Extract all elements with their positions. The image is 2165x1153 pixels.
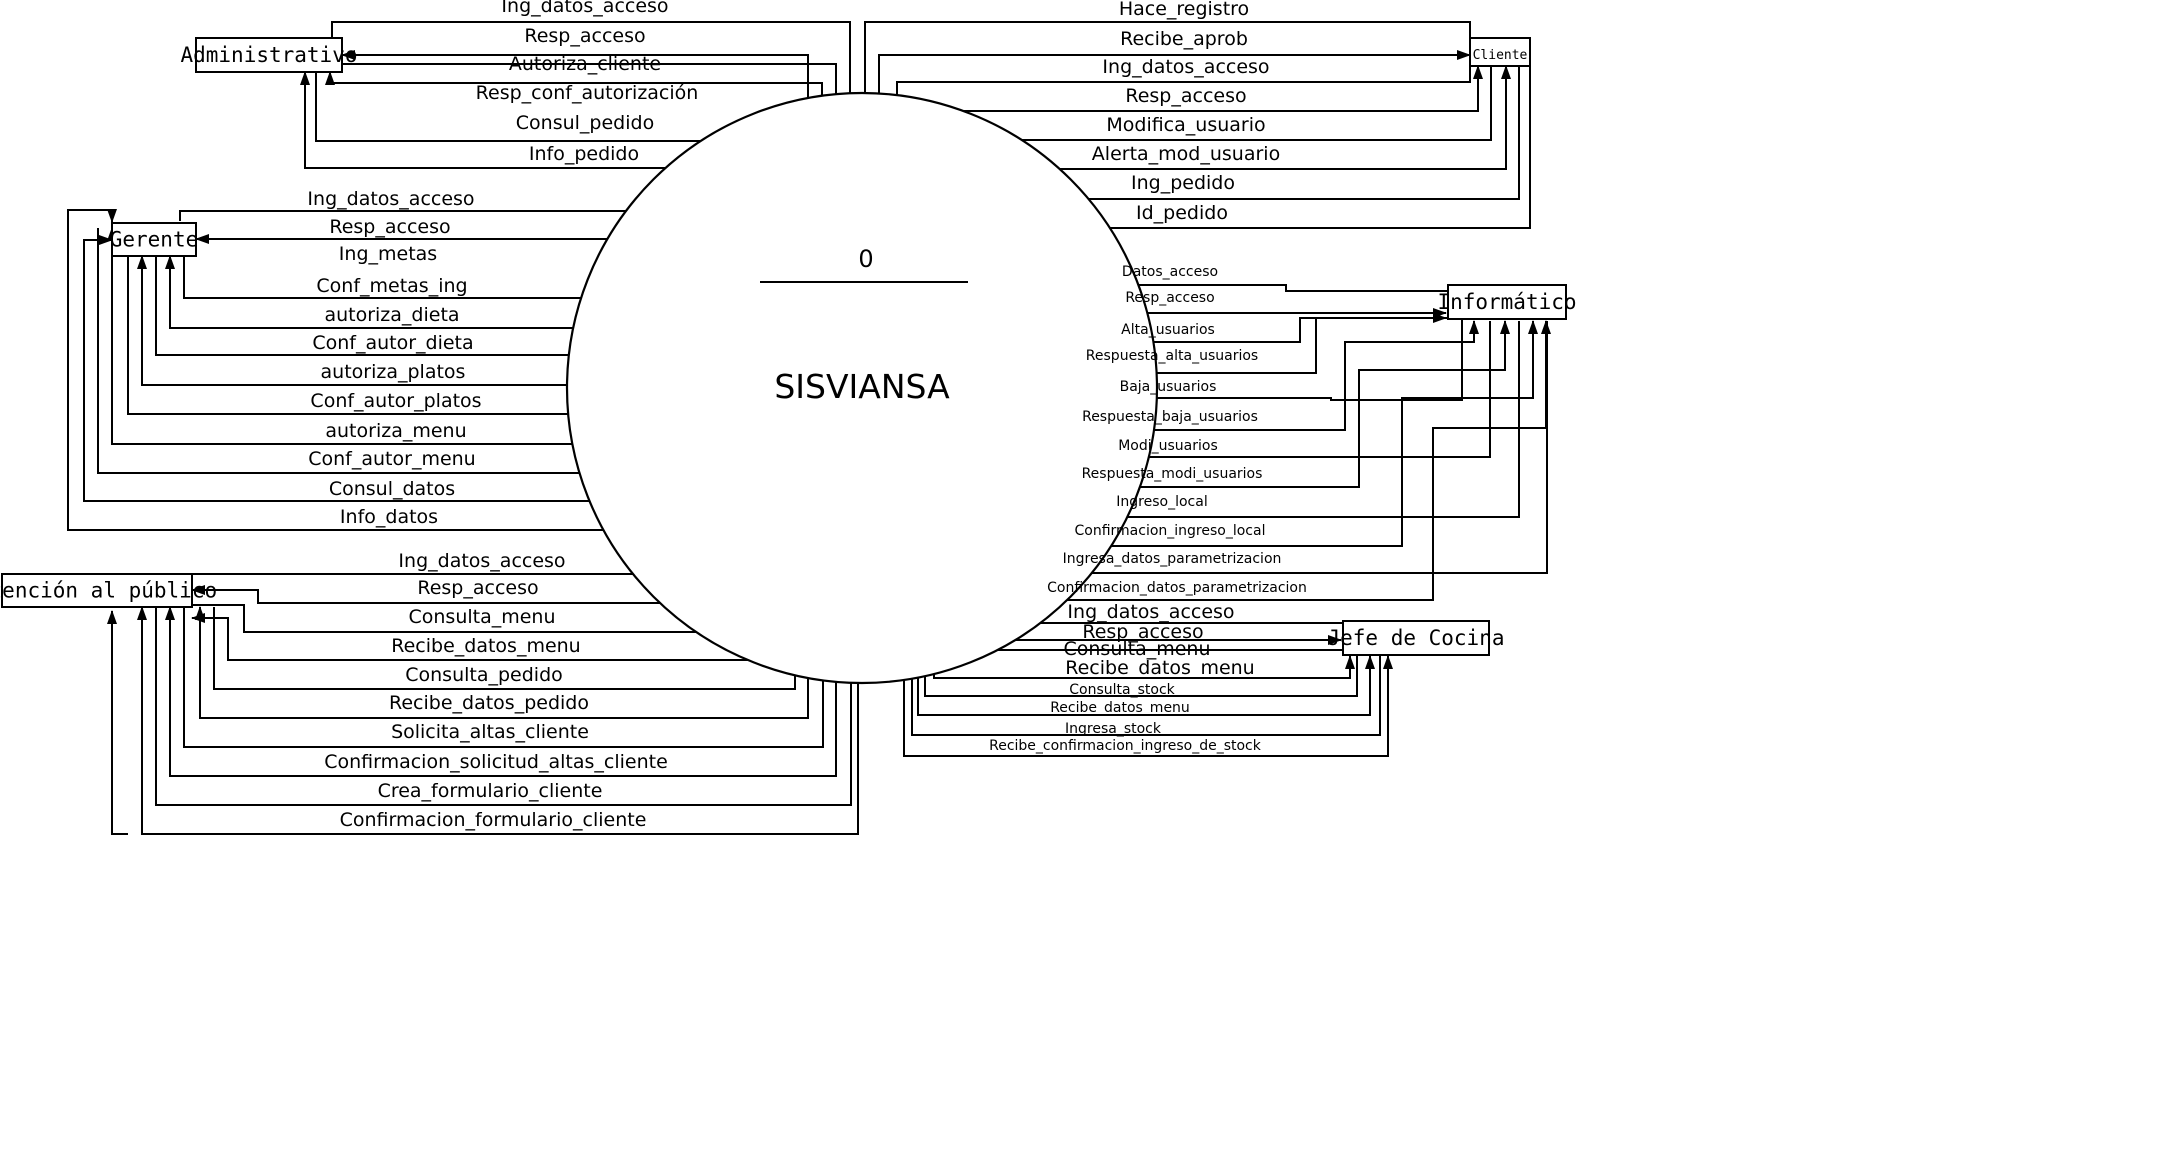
data-flow-labels: Ing_datos_accesoResp_accesoAutoriza_clie… [307,0,1306,831]
flow-atencion-confirmacion-formulario-cliente [137,540,859,835]
flow-label-jefe-cocina-recibe-datos-menu: Recibe_datos_menu [1065,657,1254,679]
flow-gerente-top-feed [67,209,117,240]
flow-label-gerente-ing-datos-acceso: Ing_datos_acceso [307,188,474,210]
flow-label-administrativo-info-pedido: Info_pedido [529,143,639,165]
flow-label-cliente-recibe-aprob: Recibe_aprob [1120,28,1248,50]
flow-label-informatico-alta-usuarios: Alta_usuarios [1121,322,1215,338]
flow-label-atencion-resp-acceso: Resp_acceso [417,577,538,599]
flow-label-cliente-resp-acceso: Resp_acceso [1125,85,1246,107]
flow-label-gerente-info-datos: Info_datos [340,506,438,528]
flow-label-administrativo-ing-datos-acceso: Ing_datos_acceso [501,0,668,17]
process-circle [565,91,1159,685]
flow-label-gerente-autoriza-menu: autoriza_menu [325,420,466,442]
flow-label-jefe-cocina-resp-acceso: Resp_acceso [1082,621,1203,643]
flow-label-gerente-ing-metas: Ing_metas [339,243,437,265]
process-number: 0 [858,245,873,273]
flow-label-gerente-conf-autor-menu: Conf_autor_menu [308,448,475,470]
entity-label-administrativo: Administrativo [180,43,357,67]
flow-label-cliente-ing-datos-acceso: Ing_datos_acceso [1102,56,1269,78]
flow-label-gerente-autoriza-platos: autoriza_platos [321,361,466,383]
flow-label-informatico-respuesta-alta-usuarios: Respuesta_alta_usuarios [1086,348,1258,364]
flow-label-cliente-ing-pedido: Ing_pedido [1131,172,1235,194]
flow-label-cliente-hace-registro: Hace_registro [1119,0,1249,20]
flow-label-jefe-cocina-ing-datos-acceso: Ing_datos_acceso [1067,601,1234,623]
flow-label-jefe-cocina-consulta-menu: Consulta_menu [1063,638,1210,660]
entity-label-cliente: Cliente [1473,48,1528,63]
flow-label-informatico-modi-usuarios: Modi_usuarios [1118,438,1218,454]
flow-label-informatico-datos-acceso: Datos_acceso [1122,264,1218,280]
flow-label-gerente-conf-autor-dieta: Conf_autor_dieta [312,332,473,354]
flow-label-atencion-crea-formulario-cliente: Crea_formulario_cliente [378,780,603,802]
entity-label-jefe-cocina: Jefe de Cocina [1327,626,1504,650]
flow-label-informatico-ingresa-datos-parametrizacion: Ingresa_datos_parametrizacion [1063,551,1282,567]
flow-label-atencion-solicita-altas-cliente: Solicita_altas_cliente [391,721,589,743]
flow-label-gerente-resp-acceso: Resp_acceso [329,216,450,238]
flow-label-atencion-ing-datos-acceso: Ing_datos_acceso [398,550,565,572]
flow-informatico-baja-usuarios [1007,320,1463,403]
flow-label-administrativo-resp-conf-autorizaci-n: Resp_conf_autorización [476,82,699,104]
entity-jefe-cocina [1342,620,1490,656]
flow-label-administrativo-resp-acceso: Resp_acceso [524,25,645,47]
flow-label-atencion-recibe-datos-pedido: Recibe_datos_pedido [389,692,589,714]
entity-administrativo [195,37,343,73]
flow-label-atencion-consulta-pedido: Consulta_pedido [405,664,563,686]
process-name: SISVIANSA [774,367,950,406]
entity-label-informatico: Informático [1437,290,1576,314]
flow-label-administrativo-autoriza-cliente: Autoriza_cliente [509,53,661,75]
flow-label-informatico-respuesta-modi-usuarios: Respuesta_modi_usuarios [1082,466,1263,482]
flow-label-cliente-alerta-mod-usuario: Alerta_mod_usuario [1092,143,1280,165]
flow-label-informatico-confirmacion-datos-parametrizacion: Confirmacion_datos_parametrizacion [1047,580,1307,596]
flow-label-atencion-confirmacion-solicitud-altas-cliente: Confirmacion_solicitud_altas_cliente [324,751,668,773]
flow-label-atencion-consulta-menu: Consulta_menu [408,606,555,628]
flow-label-atencion-confirmacion-formulario-cliente: Confirmacion_formulario_cliente [340,809,647,831]
flow-label-jefe-cocina-recibe-datos-menu: Recibe_datos_menu [1050,700,1190,716]
flow-atencion-corner [107,610,128,835]
flow-label-informatico-respuesta-baja-usuarios: Respuesta_baja_usuarios [1082,409,1258,425]
flow-label-jefe-cocina-recibe-confirmacion-ingreso-de-stock: Recibe_confirmacion_ingreso_de_stock [989,738,1262,754]
flow-label-informatico-confirmacion-ingreso-local: Confirmacion_ingreso_local [1075,523,1266,539]
flow-label-informatico-resp-acceso: Resp_acceso [1125,290,1214,306]
entity-gerente [111,222,197,257]
flow-label-gerente-conf-metas-ing: Conf_metas_ing [316,275,467,297]
entity-atencion [1,573,193,608]
flow-label-cliente-id-pedido: Id_pedido [1136,202,1228,224]
flow-label-cliente-modifica-usuario: Modifica_usuario [1106,114,1265,136]
entity-label-atencion: Atención al público [0,579,217,603]
flow-label-gerente-autoriza-dieta: autoriza_dieta [324,304,459,326]
entity-cliente [1469,37,1531,67]
entity-informatico [1447,284,1567,320]
flow-label-informatico-baja-usuarios: Baja_usuarios [1120,379,1217,395]
flow-label-jefe-cocina-ingresa-stock: Ingresa_stock [1065,721,1162,737]
flow-label-administrativo-consul-pedido: Consul_pedido [516,112,654,134]
entity-label-gerente: Gerente [110,228,199,252]
diagram-shapes: 0 SISVIANSA Administrativo Cliente Gerente In… [0,37,1577,685]
flow-label-informatico-ingreso-local: Ingreso_local [1116,494,1207,510]
flow-label-gerente-consul-datos: Consul_datos [329,478,455,500]
flow-label-atencion-recibe-datos-menu: Recibe_datos_menu [391,635,580,657]
flow-label-jefe-cocina-consulta-stock: Consulta_stock [1069,682,1175,698]
flow-label-gerente-conf-autor-platos: Conf_autor_platos [310,390,481,412]
